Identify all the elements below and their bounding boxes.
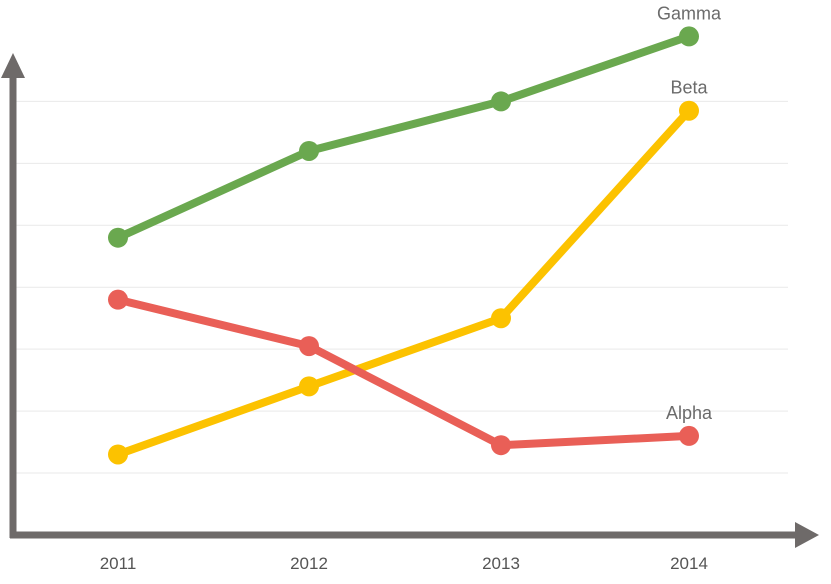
data-point-beta	[679, 100, 699, 121]
data-point-beta	[299, 376, 319, 397]
data-point-beta	[491, 308, 511, 329]
x-tick-labels: 2011 2012 2013 2014	[100, 554, 708, 573]
data-point-gamma	[491, 91, 511, 112]
axes	[1, 53, 819, 548]
data-point-gamma	[299, 140, 319, 161]
data-point-alpha	[491, 435, 511, 456]
data-point-gamma	[679, 26, 699, 47]
data-point-alpha	[108, 289, 128, 310]
data-point-gamma	[108, 227, 128, 248]
x-tick-label: 2011	[100, 554, 137, 573]
data-point-alpha	[299, 336, 319, 357]
series-group	[108, 26, 699, 465]
series-line-alpha	[114, 295, 693, 450]
y-axis-arrow-icon	[1, 53, 25, 78]
x-axis-arrow-icon	[795, 522, 819, 548]
data-point-alpha	[679, 425, 699, 446]
x-tick-label: 2013	[482, 554, 520, 573]
x-tick-label: 2012	[290, 554, 328, 573]
series-line-beta	[114, 106, 693, 459]
series-label-alpha: Alpha	[666, 403, 713, 423]
x-tick-label: 2014	[670, 554, 708, 573]
series-label-beta: Beta	[670, 78, 708, 98]
series-label-gamma: Gamma	[657, 3, 722, 23]
data-point-beta	[108, 444, 128, 465]
series-line-gamma	[114, 32, 693, 242]
series-labels: Gamma Beta Alpha	[657, 3, 722, 423]
